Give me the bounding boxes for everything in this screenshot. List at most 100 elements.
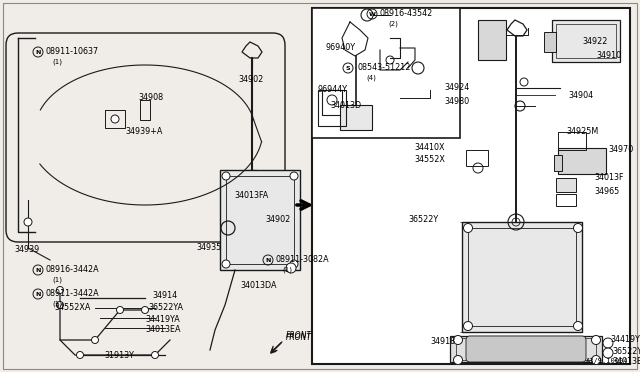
Text: 34924: 34924 [444, 83, 469, 93]
Text: 36522YA: 36522YA [148, 304, 183, 312]
Bar [462, 222, 582, 332]
Bar [556, 194, 576, 206]
Text: 34904: 34904 [568, 90, 593, 99]
Text: 34980: 34980 [444, 97, 469, 106]
Circle shape [77, 352, 83, 359]
Bar [456, 338, 596, 360]
Bar [450, 336, 602, 362]
Text: FRONT: FRONT [286, 331, 312, 340]
Text: 34908: 34908 [138, 93, 163, 103]
Circle shape [141, 307, 148, 314]
Text: 34935: 34935 [196, 244, 221, 253]
Circle shape [222, 172, 230, 180]
Text: N: N [266, 257, 271, 263]
Text: 34910: 34910 [596, 51, 621, 61]
Circle shape [286, 263, 296, 273]
Text: 34552XA: 34552XA [54, 304, 90, 312]
Text: 96944Y: 96944Y [318, 86, 348, 94]
Bar [552, 20, 620, 62]
Text: 34552X: 34552X [414, 155, 445, 164]
Circle shape [152, 352, 159, 359]
Circle shape [463, 224, 472, 232]
Text: 36522Y: 36522Y [612, 347, 640, 356]
Text: (2): (2) [388, 21, 398, 27]
Text: 08911-10637: 08911-10637 [46, 48, 99, 57]
Circle shape [290, 260, 298, 268]
Text: 08916-3442A: 08916-3442A [46, 266, 100, 275]
Text: 31913Y: 31913Y [104, 352, 134, 360]
Text: (1): (1) [52, 277, 62, 283]
Circle shape [111, 115, 119, 123]
Text: 08911-3442A: 08911-3442A [46, 289, 100, 298]
Text: N: N [35, 292, 41, 296]
Text: W: W [369, 12, 376, 16]
Text: 34914: 34914 [152, 292, 177, 301]
Circle shape [56, 301, 63, 308]
Circle shape [92, 337, 99, 343]
Bar [226, 176, 294, 264]
Bar [558, 132, 586, 150]
Bar [340, 105, 372, 130]
Text: 34970: 34970 [608, 145, 633, 154]
Circle shape [454, 356, 463, 365]
Text: (4): (4) [366, 75, 376, 81]
Circle shape [520, 78, 528, 86]
Text: 34419YA: 34419YA [145, 315, 180, 324]
Text: 34925M: 34925M [566, 128, 598, 137]
Text: 34013EA: 34013EA [145, 326, 180, 334]
Circle shape [603, 348, 613, 358]
Text: 34965: 34965 [594, 187, 620, 196]
Text: 34013DA: 34013DA [240, 280, 276, 289]
Bar [556, 178, 576, 192]
Circle shape [591, 336, 600, 344]
Circle shape [603, 338, 613, 348]
Text: 36522Y: 36522Y [408, 215, 438, 224]
Bar [478, 20, 506, 60]
Bar [318, 90, 346, 126]
Text: 34939: 34939 [14, 246, 39, 254]
Text: (1): (1) [52, 301, 62, 307]
Text: 34902: 34902 [265, 215, 291, 224]
Text: 34013F: 34013F [594, 173, 623, 183]
Circle shape [573, 321, 582, 330]
Text: 34939+A: 34939+A [125, 128, 163, 137]
Bar [554, 155, 562, 171]
Text: 34918: 34918 [430, 337, 455, 346]
Bar [220, 170, 300, 270]
Text: 96940Y: 96940Y [326, 44, 356, 52]
Text: A3/9.I0004: A3/9.I0004 [586, 358, 628, 364]
Bar [544, 32, 556, 52]
Circle shape [573, 224, 582, 232]
Circle shape [116, 307, 124, 314]
Text: (1): (1) [52, 59, 62, 65]
Text: FRONT: FRONT [286, 333, 312, 341]
Text: 08543-51212: 08543-51212 [358, 64, 412, 73]
Circle shape [463, 321, 472, 330]
Text: 34013D: 34013D [330, 102, 361, 110]
Circle shape [290, 172, 298, 180]
Bar [466, 150, 488, 166]
Text: 34410X: 34410X [414, 144, 445, 153]
Text: 34922: 34922 [582, 38, 607, 46]
Bar [556, 24, 616, 58]
Bar [468, 228, 576, 326]
Text: 34902: 34902 [238, 76, 263, 84]
Circle shape [24, 218, 32, 226]
FancyBboxPatch shape [466, 336, 586, 362]
Text: 34419Y: 34419Y [610, 336, 640, 344]
Bar [312, 8, 460, 138]
Text: 34013FA: 34013FA [234, 190, 268, 199]
Text: 08911-3082A: 08911-3082A [276, 256, 330, 264]
Bar [312, 8, 630, 364]
Text: N: N [35, 267, 41, 273]
Bar [558, 148, 606, 174]
Text: S: S [346, 65, 350, 71]
Circle shape [591, 356, 600, 365]
Text: 08916-43542: 08916-43542 [380, 10, 433, 19]
Text: (1): (1) [282, 267, 292, 273]
Circle shape [454, 336, 463, 344]
Text: 34013E: 34013E [612, 357, 640, 366]
Circle shape [56, 286, 63, 294]
Text: N: N [35, 49, 41, 55]
Circle shape [222, 260, 230, 268]
